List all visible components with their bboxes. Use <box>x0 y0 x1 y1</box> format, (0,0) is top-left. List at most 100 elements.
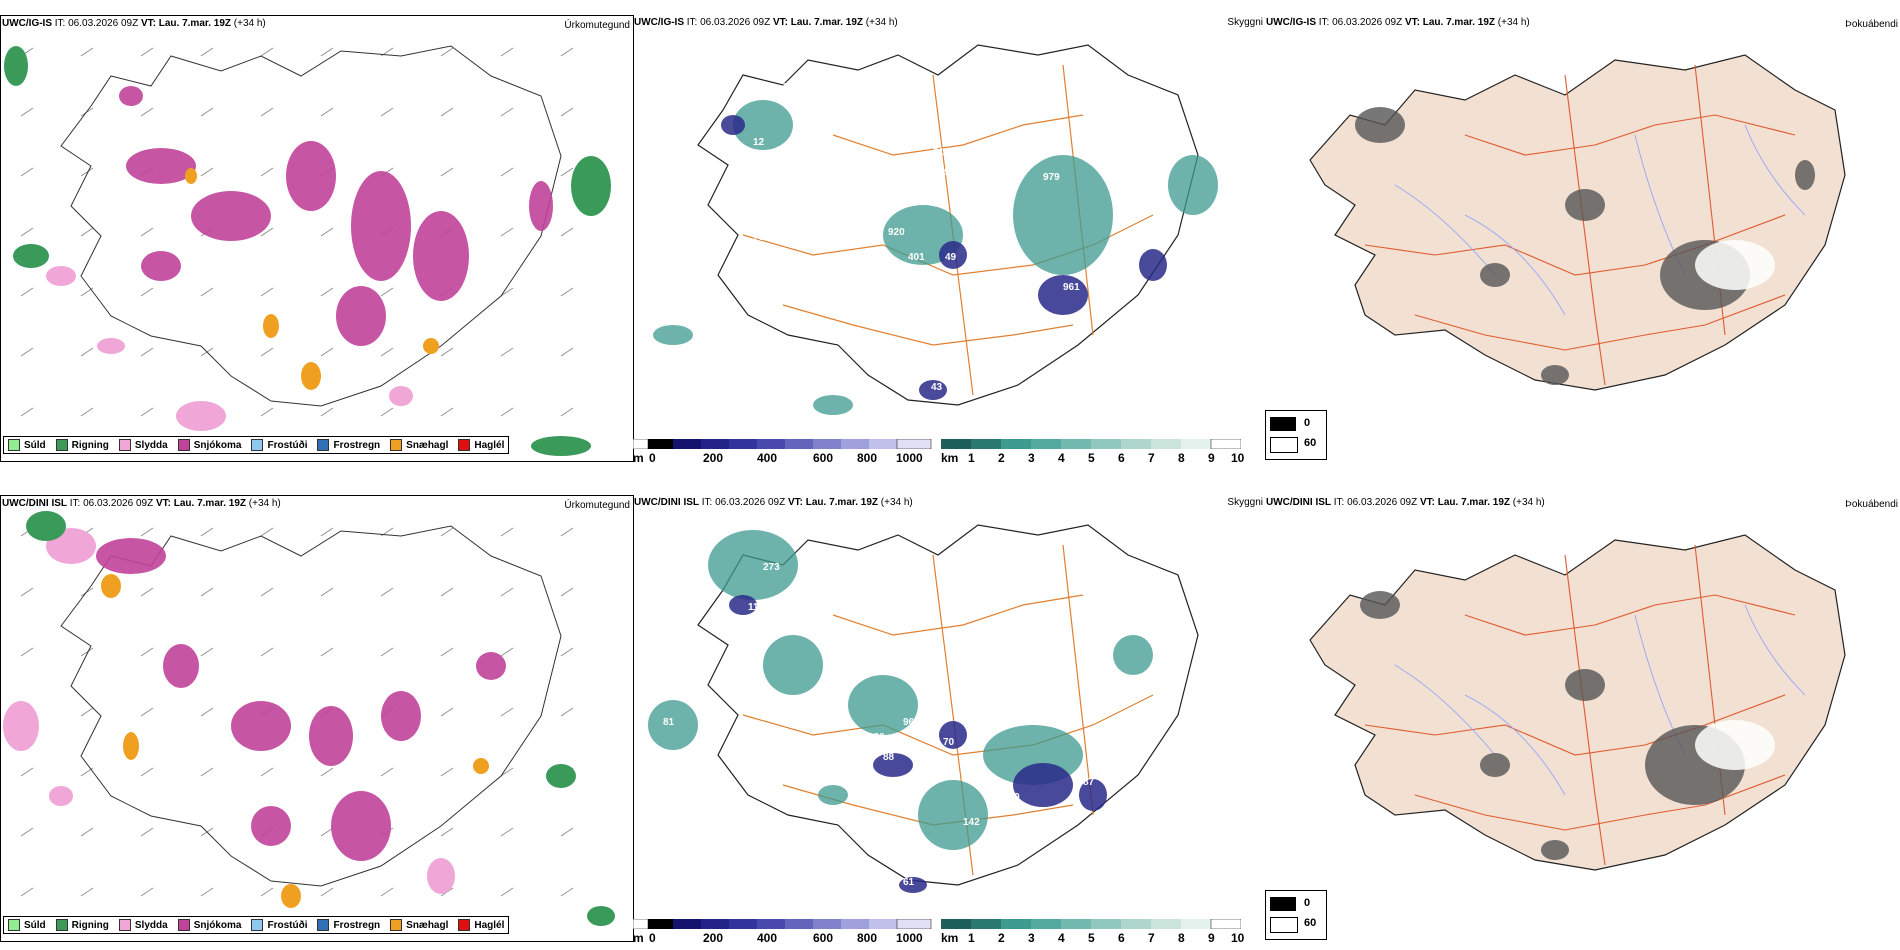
precip-map-1 <box>4 45 611 456</box>
legend-item-frostregn: Frostregn <box>317 439 380 451</box>
cloud-base-tick: 600 <box>813 931 834 945</box>
fog-legend-swatch-light <box>1270 437 1298 453</box>
visibility-tick: 2 <box>998 931 1005 945</box>
cloud-value: 193 <box>983 347 1000 358</box>
cloud-base-tick: 0 <box>649 931 656 945</box>
cloud-value: 329 <box>868 732 885 743</box>
visibility-tick: 4 <box>1058 451 1065 465</box>
cloud-value: 87 <box>1083 777 1095 788</box>
cloud-value: 369 <box>758 697 775 708</box>
cloud-value: 142 <box>963 817 980 828</box>
legend-item-frostudi: Frostúði <box>251 919 307 931</box>
legend-swatch <box>390 439 403 451</box>
legend-swatch <box>8 919 20 931</box>
legend-label: Súld <box>24 919 46 931</box>
cloud-value: 128 <box>878 272 895 283</box>
cloud-base-tick: 800 <box>857 931 878 945</box>
cloud-base-tick: 0 <box>649 451 656 465</box>
cloud-value: 114 <box>748 602 765 613</box>
cloud-title-2: Skyggni <box>1227 497 1263 508</box>
fog-legend-swatch-dark <box>1270 897 1296 911</box>
cloud-map-1: 171 84 12 213 129 979 81 105 116 70 224 … <box>653 44 1218 415</box>
precip-panel-1: UWC/IG-IS IT: 06.03.2026 09Z VT: Lau. 7.… <box>0 15 634 462</box>
legend-label: Slydda <box>134 439 168 451</box>
fog-legend-swatch-light <box>1270 917 1298 933</box>
cloud-value: 129 <box>903 862 920 873</box>
cloud-value: 41 <box>1061 327 1073 338</box>
visibility-colorbar-1 <box>941 439 1241 449</box>
cloud-value: 402 <box>993 302 1010 313</box>
fog-panel-1: UWC/IG-IS IT: 06.03.2026 09Z VT: Lau. 7.… <box>1265 15 1900 410</box>
visibility-tick: 3 <box>1028 931 1035 945</box>
cloud-header-2: UWC/DINI ISL IT: 06.03.2026 09Z VT: Lau.… <box>634 497 913 508</box>
legend-label: Frostúði <box>267 919 308 931</box>
legend-item-hagel: Haglél <box>458 919 504 931</box>
legend-swatch <box>251 919 264 931</box>
cloud-panel-2: 273 114 369 81 329 88 70 966 406 100 87 … <box>633 495 1263 945</box>
precip-map-2 <box>3 511 615 926</box>
visibility-tick: 8 <box>1178 451 1185 465</box>
precip-title-1: Úrkomutegund <box>564 20 630 31</box>
precip-legend-2: Súld Rigning Slydda Snjókoma Frostúði Fr… <box>3 916 510 934</box>
legend-swatch <box>118 919 131 931</box>
visibility-tick: 10 <box>1231 931 1245 945</box>
legend-item-hagel: Haglél <box>458 439 504 451</box>
precip-title-2: Úrkomutegund <box>564 500 630 511</box>
legend-label: Súld <box>24 439 46 451</box>
fog-map-2 <box>1309 534 1846 871</box>
precip-panel-2: UWC/DINI ISL IT: 06.03.2026 09Z VT: Lau.… <box>0 495 634 942</box>
cloud-value: 100 <box>1003 792 1020 803</box>
visibility-tick: 5 <box>1088 931 1095 945</box>
cloud-value: 486 <box>1173 752 1190 763</box>
cloud-value: 406 <box>853 777 870 788</box>
cloud-value: 278 <box>863 252 880 263</box>
row-2: UWC/DINI ISL IT: 06.03.2026 09Z VT: Lau.… <box>0 480 1900 950</box>
cloud-value: 979 <box>1043 172 1060 183</box>
legend-swatch <box>8 439 20 451</box>
visibility-tick: 4 <box>1058 931 1065 945</box>
visibility-tick: 7 <box>1148 451 1155 465</box>
cloud-base-colorbar-1 <box>633 439 932 449</box>
fog-legend-1: 0 60 <box>1265 410 1327 460</box>
precip-header-1: UWC/IG-IS IT: 06.03.2026 09Z VT: Lau. 7.… <box>2 18 266 29</box>
visibility-tick: 5 <box>1088 451 1095 465</box>
legend-swatch <box>458 439 471 451</box>
legend-item-rigning: Rigning <box>55 919 109 931</box>
fog-legend-label: 60 <box>1304 437 1317 449</box>
cloud-base-tick: 1000 <box>896 931 923 945</box>
cloud-base-tick: 200 <box>703 931 724 945</box>
cloud-value: 309 <box>993 252 1010 263</box>
cloud-value: 70 <box>943 737 955 748</box>
cloud-value: 84 <box>783 82 795 93</box>
precip-legend-1: Súld Rigning Slydda Snjókoma Frostúði Fr… <box>3 436 510 454</box>
cloud-value: 12 <box>753 137 765 148</box>
legend-swatch <box>390 919 403 931</box>
visibility-unit-1: km <box>941 451 959 465</box>
legend-label: Rigning <box>71 439 109 451</box>
legend-item-rigning: Rigning <box>55 439 109 451</box>
legend-item-snaehagl: Snæhagl <box>390 919 448 931</box>
legend-label: Haglél <box>474 919 505 931</box>
row-1: UWC/IG-IS IT: 06.03.2026 09Z VT: Lau. 7.… <box>0 0 1900 470</box>
legend-label: Snæhagl <box>406 919 449 931</box>
legend-item-slydda: Slydda <box>118 919 168 931</box>
cloud-base-unit-2: m <box>633 931 644 945</box>
fog-legend-swatch-dark <box>1270 417 1296 431</box>
legend-item-snaehagl: Snæhagl <box>390 439 448 451</box>
cloud-value: 401 <box>908 252 925 263</box>
precip-header-2: UWC/DINI ISL IT: 06.03.2026 09Z VT: Lau.… <box>2 498 281 509</box>
cloud-title-1: Skyggni <box>1227 17 1263 28</box>
visibility-tick: 8 <box>1178 931 1185 945</box>
cloud-value: 109 <box>848 272 865 283</box>
cloud-base-tick: 800 <box>857 451 878 465</box>
visibility-tick: 9 <box>1208 931 1215 945</box>
cloud-value: 49 <box>945 252 957 263</box>
cloud-value: 213 <box>933 147 950 158</box>
cloud-base-tick: 200 <box>703 451 724 465</box>
legend-label: Frostregn <box>333 439 381 451</box>
visibility-tick: 9 <box>1208 451 1215 465</box>
legend-swatch <box>177 919 190 931</box>
cloud-value: 88 <box>883 752 895 763</box>
legend-item-suld: Súld <box>8 919 46 931</box>
visibility-tick: 6 <box>1118 451 1125 465</box>
